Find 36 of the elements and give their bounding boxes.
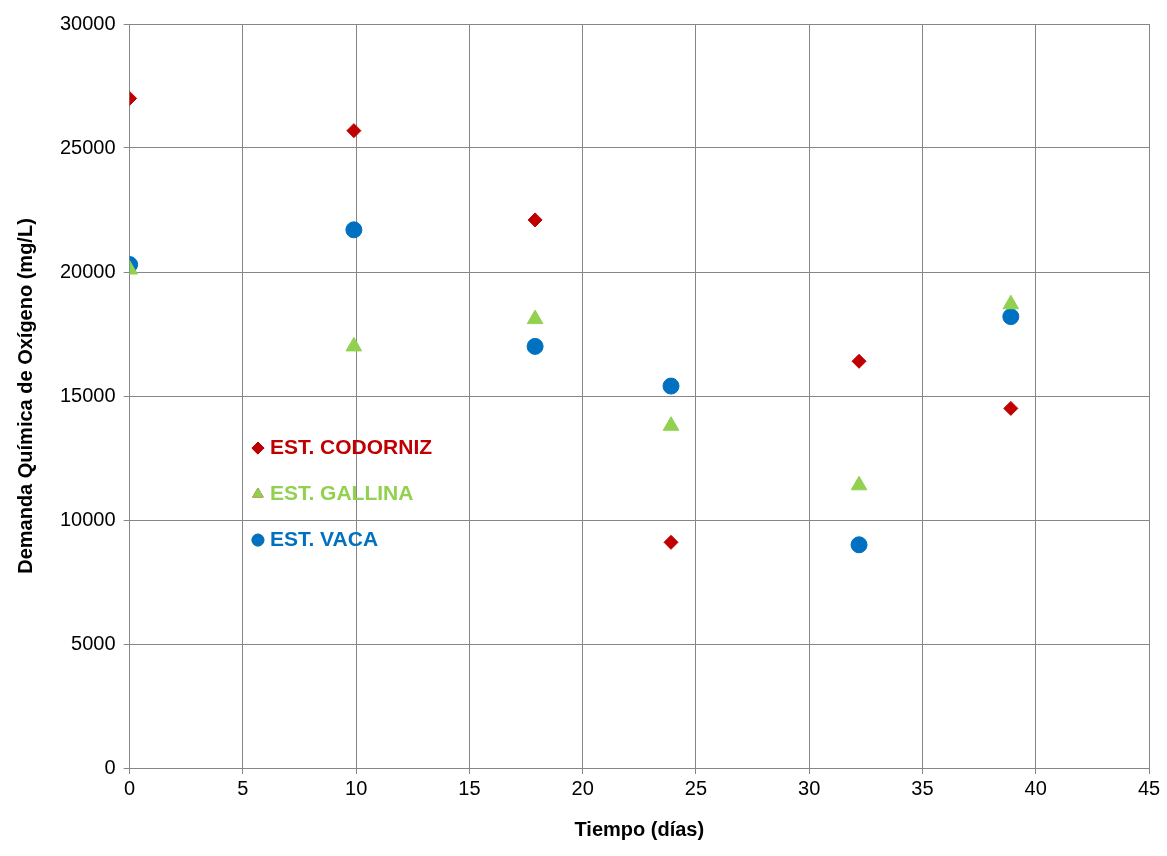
x-tick-label: 0 — [124, 776, 136, 799]
y-tick-label: 25000 — [59, 135, 116, 158]
point — [662, 416, 680, 431]
x-tick-label: 40 — [1024, 776, 1047, 799]
x-tick-label: 30 — [798, 776, 821, 799]
point — [663, 534, 679, 550]
y-tick-label: 15000 — [59, 383, 116, 406]
x-tick-label: 35 — [911, 776, 934, 799]
y-tick-label: 30000 — [59, 11, 116, 34]
x-tick-label: 10 — [345, 776, 368, 799]
point — [346, 123, 362, 139]
point — [1002, 308, 1020, 326]
point — [526, 309, 544, 325]
y-tick-label: 10000 — [59, 507, 116, 530]
x-tick-label: 25 — [684, 776, 708, 799]
point — [527, 212, 543, 228]
point — [850, 475, 868, 491]
legend-label: EST. VACA — [269, 526, 379, 550]
point — [851, 353, 867, 369]
point — [850, 536, 868, 554]
x-tick-label: 15 — [458, 776, 481, 799]
point — [1002, 294, 1020, 310]
point — [526, 337, 544, 355]
y-axis-title: Demanda Química de Oxígeno (mg/L) — [13, 218, 36, 574]
x-axis-title: Tiempo (días) — [574, 817, 705, 840]
point — [1003, 400, 1019, 416]
x-tick-label: 45 — [1137, 776, 1161, 799]
x-tick-label: 5 — [237, 776, 249, 799]
legend-label: EST. CODORNIZ — [269, 434, 433, 458]
y-tick-label: 5000 — [71, 631, 116, 654]
y-tick-label: 0 — [104, 755, 116, 778]
point — [345, 336, 363, 352]
point — [345, 221, 363, 239]
point — [662, 377, 680, 395]
x-tick-label: 20 — [571, 776, 594, 799]
y-tick-label: 20000 — [59, 259, 116, 282]
